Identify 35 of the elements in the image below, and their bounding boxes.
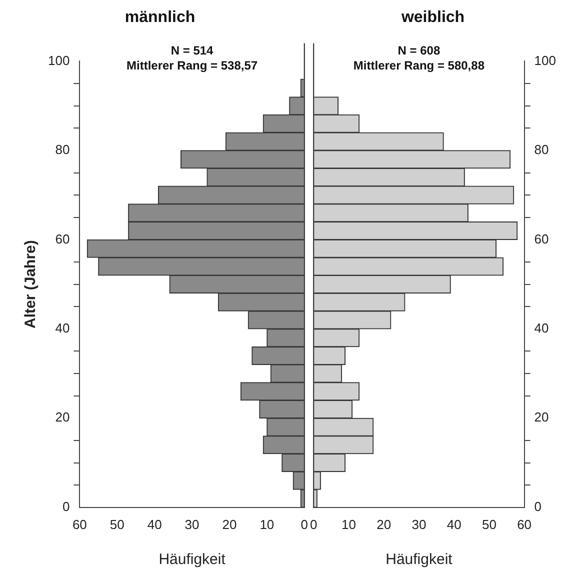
annotation: Mittlerer Rang = 538,57 <box>126 58 258 73</box>
x-tick-label: 60 <box>517 516 532 532</box>
x-axis-title: Häufigkeit <box>158 551 226 568</box>
x-tick-label: 10 <box>260 516 274 532</box>
x-tick-label: 60 <box>72 516 87 532</box>
x-tick-label: 40 <box>446 516 462 532</box>
y-tick-label: 0 <box>62 498 70 514</box>
y-tick-label: 100 <box>534 52 556 68</box>
y-tick-label: 40 <box>534 320 549 336</box>
x-tick-label: 0 <box>310 516 318 532</box>
y-tick-label: 20 <box>534 410 549 425</box>
x-tick-label: 20 <box>376 516 392 532</box>
y-tick-label: 80 <box>534 142 549 158</box>
x-tick-label: 30 <box>184 516 200 532</box>
x-tick-label: 30 <box>412 516 426 532</box>
x-tick-label: 0 <box>300 516 308 532</box>
text: N = 514 <box>170 44 214 58</box>
x-axis-title: Häufigkeit <box>386 551 454 568</box>
x-tick-label: 50 <box>482 516 496 532</box>
y-tick-label: 40 <box>55 320 70 336</box>
y-axis-title: Alter (Jahre) <box>22 240 40 328</box>
y-tick-label: 80 <box>55 142 70 158</box>
x-tick-label: 40 <box>147 516 162 532</box>
x-tick-label: 50 <box>110 516 124 532</box>
text: N = 608 <box>398 44 440 58</box>
y-tick-label: 100 <box>48 52 70 68</box>
x-tick-label: 10 <box>341 516 356 532</box>
chart-title: weiblich <box>400 9 465 26</box>
annotation: Mittlerer Rang = 580,88 <box>353 58 485 73</box>
y-tick-label: 60 <box>55 231 70 246</box>
y-tick-label: 20 <box>55 410 70 425</box>
x-tick-label: 20 <box>222 516 237 532</box>
chart-title: männlich <box>124 9 196 26</box>
y-tick-label: 0 <box>534 498 542 514</box>
y-tick-label: 60 <box>534 231 549 246</box>
